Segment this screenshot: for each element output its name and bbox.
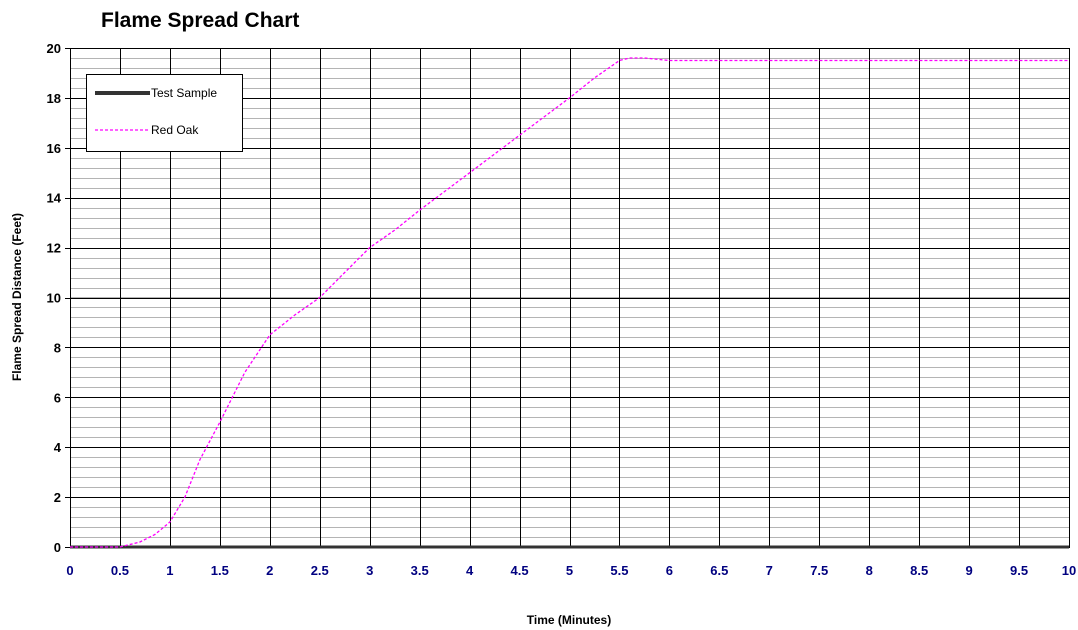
x-tick-label: 5.5	[610, 563, 628, 578]
x-tick-label: 1	[166, 563, 173, 578]
y-tick-label: 6	[54, 390, 61, 405]
y-tick-label: 18	[47, 91, 61, 106]
x-tick-label: 9	[965, 563, 972, 578]
y-tick-labels: 0 2 4 6 8 10 12 14 16 18 20	[47, 41, 62, 555]
x-tick-label: 9.5	[1010, 563, 1028, 578]
y-tick-label: 2	[54, 490, 61, 505]
x-tick-label: 7	[766, 563, 773, 578]
y-axis-label: Flame Spread Distance (Feet)	[10, 213, 24, 381]
y-tick-label: 14	[47, 191, 62, 206]
series-line-red-oak	[70, 57, 1069, 548]
x-tick-label: 3.5	[411, 563, 429, 578]
x-tick-label: 6.5	[710, 563, 728, 578]
x-tick-label: 8	[866, 563, 873, 578]
x-tick-label: 2	[266, 563, 273, 578]
x-tick-label: 7.5	[810, 563, 828, 578]
legend-label: Test Sample	[151, 86, 217, 100]
legend-box	[86, 74, 243, 152]
y-tick-label: 8	[54, 340, 61, 355]
x-tick-labels: 0 0.5 1 1.5 2 2.5 3 3.5 4 4.5 5 5.5 6 6.5 7 7.5 8 8.5 9 9.5…	[66, 563, 1076, 578]
chart-title: Flame Spread Chart	[101, 9, 299, 32]
legend-label: Red Oak	[151, 123, 199, 137]
x-axis-label: Time (Minutes)	[527, 613, 611, 627]
x-tick-label: 0	[66, 563, 73, 578]
x-tick-label: 4	[466, 563, 474, 578]
x-tick-label: 8.5	[910, 563, 928, 578]
x-tick-label: 5	[566, 563, 573, 578]
y-tick-label: 4	[54, 440, 62, 455]
x-tick-label: 6	[666, 563, 673, 578]
x-tick-label: 2.5	[311, 563, 329, 578]
x-tick-label: 0.5	[111, 563, 129, 578]
legend: Test Sample Red Oak	[86, 74, 243, 152]
x-tick-label: 10	[1062, 563, 1076, 578]
series-lines	[70, 57, 1069, 549]
x-tick-label: 4.5	[511, 563, 529, 578]
y-tick-label: 10	[47, 291, 61, 306]
y-tick-label: 16	[47, 141, 61, 156]
y-tick-label: 20	[47, 41, 61, 56]
x-tick-label: 1.5	[211, 563, 229, 578]
x-tick-label: 3	[366, 563, 373, 578]
y-tick-label: 0	[54, 540, 61, 555]
y-tick-label: 12	[47, 241, 61, 256]
